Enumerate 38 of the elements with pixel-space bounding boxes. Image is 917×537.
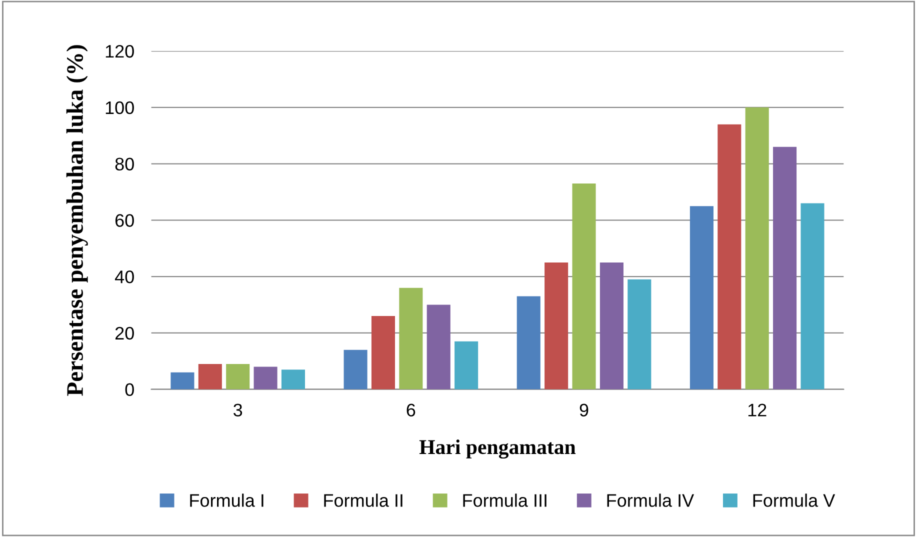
legend-label: Formula II	[324, 494, 402, 507]
x-axis-title: Hari pengamatan	[419, 439, 576, 459]
y-tick-label: 20	[115, 326, 134, 340]
y-tick-label: 40	[114, 270, 134, 284]
legend-label: Formula I	[190, 494, 264, 507]
bar	[600, 262, 624, 390]
bar	[170, 372, 194, 390]
legend-label: Formula V	[753, 494, 836, 507]
bar	[544, 262, 568, 390]
y-tick-label: 100	[106, 101, 134, 114]
bar	[745, 107, 769, 390]
x-tick-label: 3	[234, 404, 242, 416]
bar	[344, 350, 368, 390]
y-axis-title: Persentase penyembuhan luka (%)	[66, 45, 88, 396]
bar	[454, 341, 478, 390]
bar	[516, 296, 540, 390]
x-tick-label: 12	[748, 404, 766, 416]
legend-label: Formula IV	[607, 494, 694, 507]
y-tick-label: 60	[115, 214, 134, 227]
bar	[399, 288, 423, 390]
x-tick-label: 6	[406, 404, 416, 416]
bar	[628, 279, 652, 390]
y-tick-label: 120	[106, 44, 134, 58]
bar	[426, 304, 450, 390]
bar	[572, 184, 596, 390]
bar	[690, 206, 714, 390]
bar	[198, 364, 222, 390]
bar	[226, 364, 250, 390]
x-tick-label: 9	[580, 404, 588, 416]
bar	[800, 203, 824, 390]
bar	[773, 146, 797, 390]
bar	[254, 366, 278, 390]
bar	[718, 124, 742, 390]
legend-label: Formula III	[463, 494, 546, 507]
bar	[371, 316, 396, 390]
bar	[281, 370, 306, 390]
y-tick-label: 80	[115, 158, 134, 171]
y-tick-label: 0	[125, 383, 134, 396]
